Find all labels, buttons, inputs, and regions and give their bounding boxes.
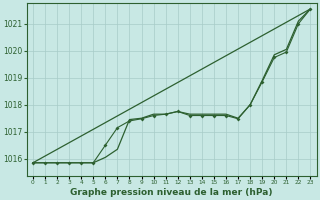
X-axis label: Graphe pression niveau de la mer (hPa): Graphe pression niveau de la mer (hPa) [70,188,273,197]
